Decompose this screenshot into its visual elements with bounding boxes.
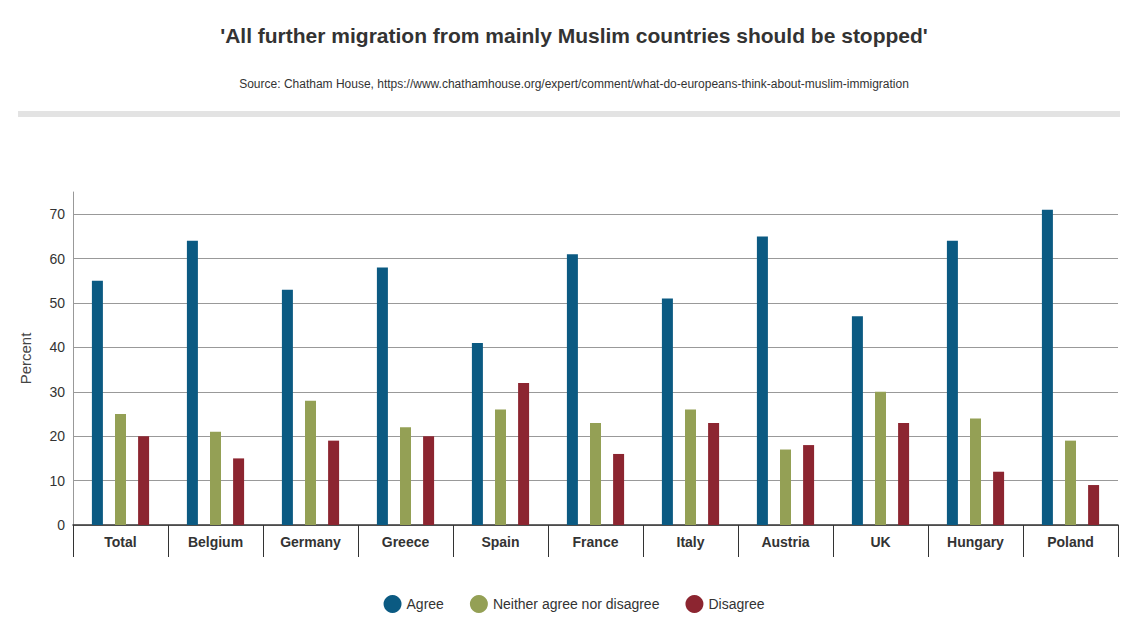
svg-text:UK: UK — [870, 534, 890, 550]
svg-text:70: 70 — [49, 206, 65, 222]
svg-text:Percent: Percent — [17, 332, 34, 385]
svg-text:Spain: Spain — [481, 534, 519, 550]
svg-text:Agree: Agree — [407, 596, 445, 612]
svg-text:50: 50 — [49, 295, 65, 311]
svg-text:Total: Total — [104, 534, 136, 550]
svg-text:Austria: Austria — [761, 534, 809, 550]
svg-text:Hungary: Hungary — [947, 534, 1004, 550]
svg-text:France: France — [573, 534, 619, 550]
svg-text:Source: Chatham House, https:/: Source: Chatham House, https://www.chath… — [239, 77, 909, 91]
svg-text:Disagree: Disagree — [708, 596, 764, 612]
svg-text:10: 10 — [49, 473, 65, 489]
svg-text:30: 30 — [49, 384, 65, 400]
svg-text:Greece: Greece — [382, 534, 430, 550]
svg-text:0: 0 — [57, 517, 65, 533]
svg-text:'All further migration from ma: 'All further migration from mainly Musli… — [220, 24, 928, 47]
svg-text:Germany: Germany — [280, 534, 341, 550]
svg-text:40: 40 — [49, 339, 65, 355]
svg-text:20: 20 — [49, 428, 65, 444]
svg-text:Poland: Poland — [1047, 534, 1094, 550]
svg-text:Neither agree nor disagree: Neither agree nor disagree — [493, 596, 660, 612]
svg-text:Italy: Italy — [676, 534, 704, 550]
svg-text:Belgium: Belgium — [188, 534, 243, 550]
svg-text:60: 60 — [49, 251, 65, 267]
